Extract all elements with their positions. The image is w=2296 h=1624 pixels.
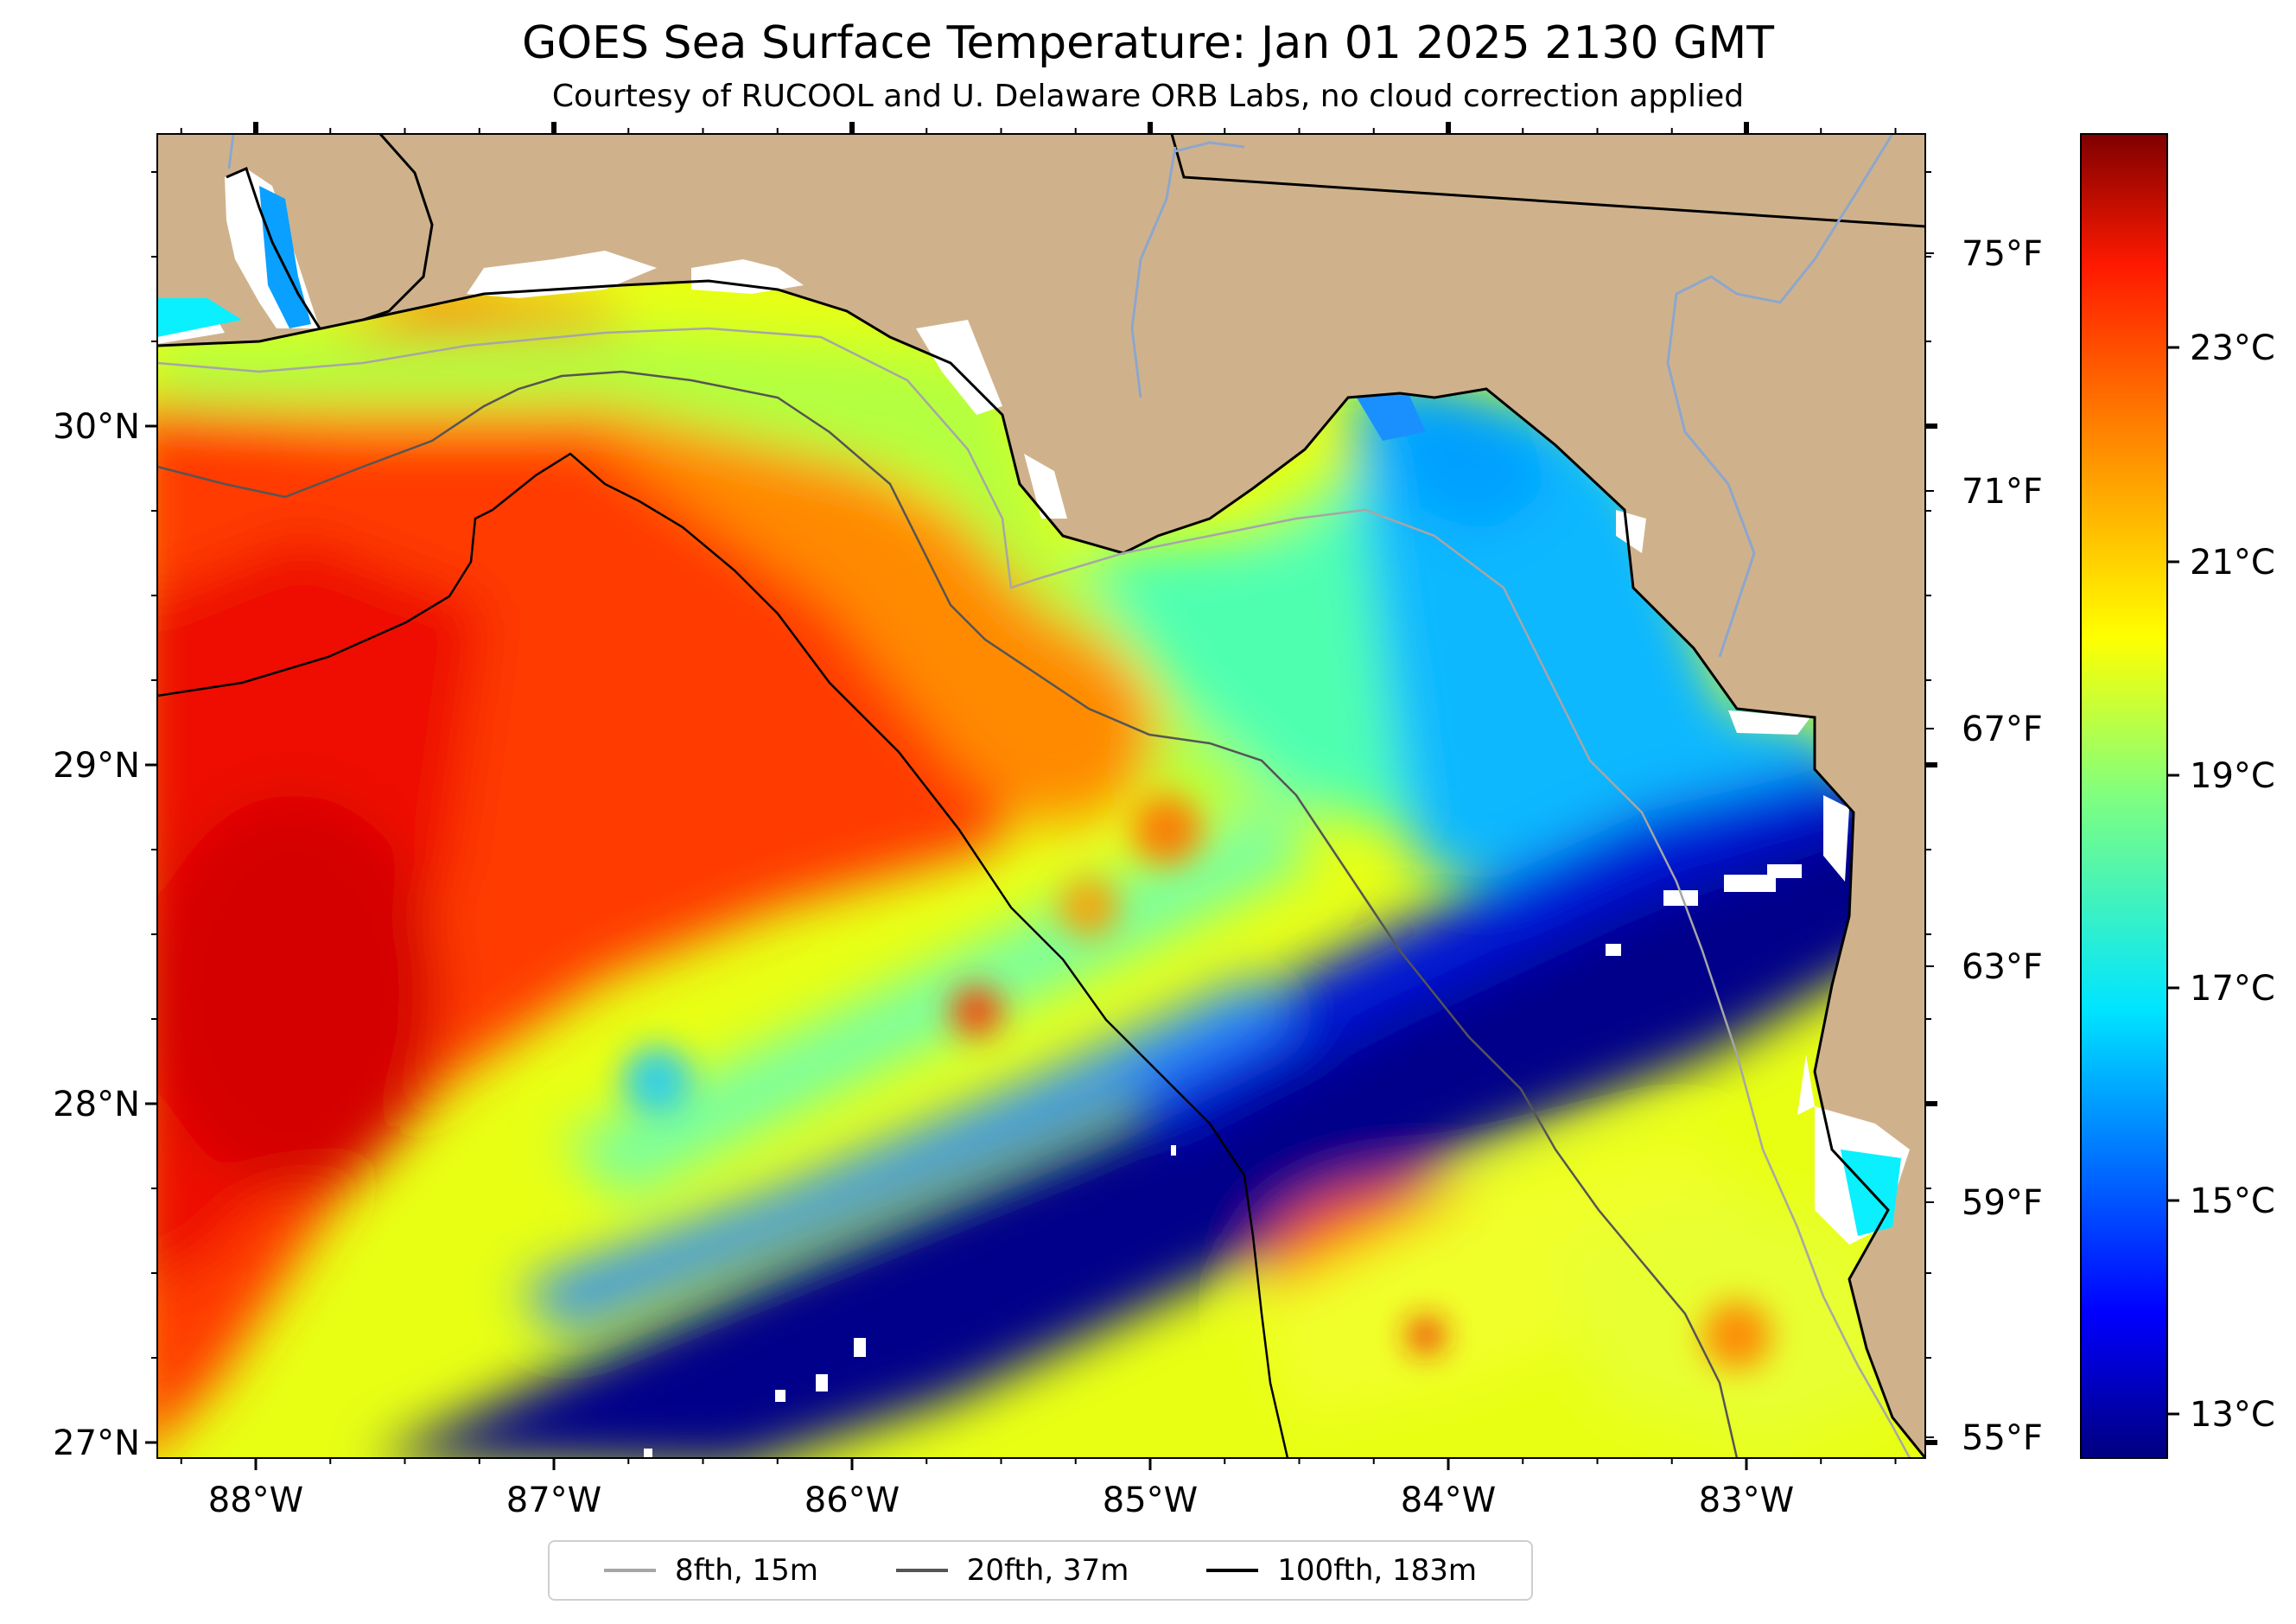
fahrenheit-tick-label: 55°F bbox=[1962, 1418, 2043, 1458]
fahrenheit-tick-label: 67°F bbox=[1962, 710, 2043, 749]
colorbar-tick-label: 21°C bbox=[2190, 543, 2275, 583]
legend-item-8fth: 8fth, 15m bbox=[603, 1553, 818, 1588]
isobath-8fth bbox=[157, 327, 1911, 1458]
map-frame bbox=[156, 133, 1926, 1459]
isobath-20fth bbox=[157, 370, 1739, 1458]
legend-line-8fth bbox=[603, 1569, 656, 1572]
fahrenheit-tick-label: 59°F bbox=[1962, 1183, 2043, 1223]
chart-subtitle: Courtesy of RUCOOL and U. Delaware ORB L… bbox=[551, 79, 1745, 114]
legend-label-100fth: 100fth, 183m bbox=[1277, 1553, 1478, 1588]
fahrenheit-tick-label: 63°F bbox=[1962, 947, 2043, 987]
lat-tick-label: 28°N bbox=[53, 1085, 140, 1124]
legend-label-8fth: 8fth, 15m bbox=[674, 1553, 818, 1588]
colorbar-tick-label: 19°C bbox=[2190, 756, 2275, 796]
legend-item-20fth: 20fth, 37m bbox=[895, 1553, 1129, 1588]
colorbar bbox=[2080, 133, 2168, 1459]
lon-tick-label: 85°W bbox=[1103, 1481, 1198, 1520]
legend-label-20fth: 20fth, 37m bbox=[966, 1553, 1129, 1588]
fahrenheit-tick-label: 75°F bbox=[1962, 234, 2043, 274]
lon-tick-label: 87°W bbox=[506, 1481, 601, 1520]
colorbar-tick-label: 13°C bbox=[2190, 1395, 2275, 1435]
lon-tick-label: 88°W bbox=[208, 1481, 303, 1520]
isobath-legend: 8fth, 15m 20fth, 37m 100fth, 183m bbox=[548, 1540, 1533, 1601]
lon-tick-label: 84°W bbox=[1401, 1481, 1496, 1520]
lon-tick-label: 86°W bbox=[805, 1481, 900, 1520]
legend-line-100fth bbox=[1206, 1569, 1259, 1572]
colorbar-tick-label: 17°C bbox=[2190, 969, 2275, 1009]
lon-tick-label: 83°W bbox=[1699, 1481, 1794, 1520]
legend-line-20fth bbox=[895, 1569, 948, 1572]
colorbar-tick-label: 15°C bbox=[2190, 1181, 2275, 1221]
lat-tick-label: 27°N bbox=[53, 1423, 140, 1463]
legend-item-100fth: 100fth, 183m bbox=[1206, 1553, 1477, 1588]
colorbar-tick-label: 23°C bbox=[2190, 328, 2275, 368]
lat-tick-label: 29°N bbox=[53, 746, 140, 786]
fahrenheit-tick-label: 71°F bbox=[1962, 472, 2043, 512]
lat-tick-label: 30°N bbox=[53, 407, 140, 447]
chart-title: GOES Sea Surface Temperature: Jan 01 202… bbox=[521, 17, 1775, 69]
isobath-100fth bbox=[157, 452, 1289, 1458]
